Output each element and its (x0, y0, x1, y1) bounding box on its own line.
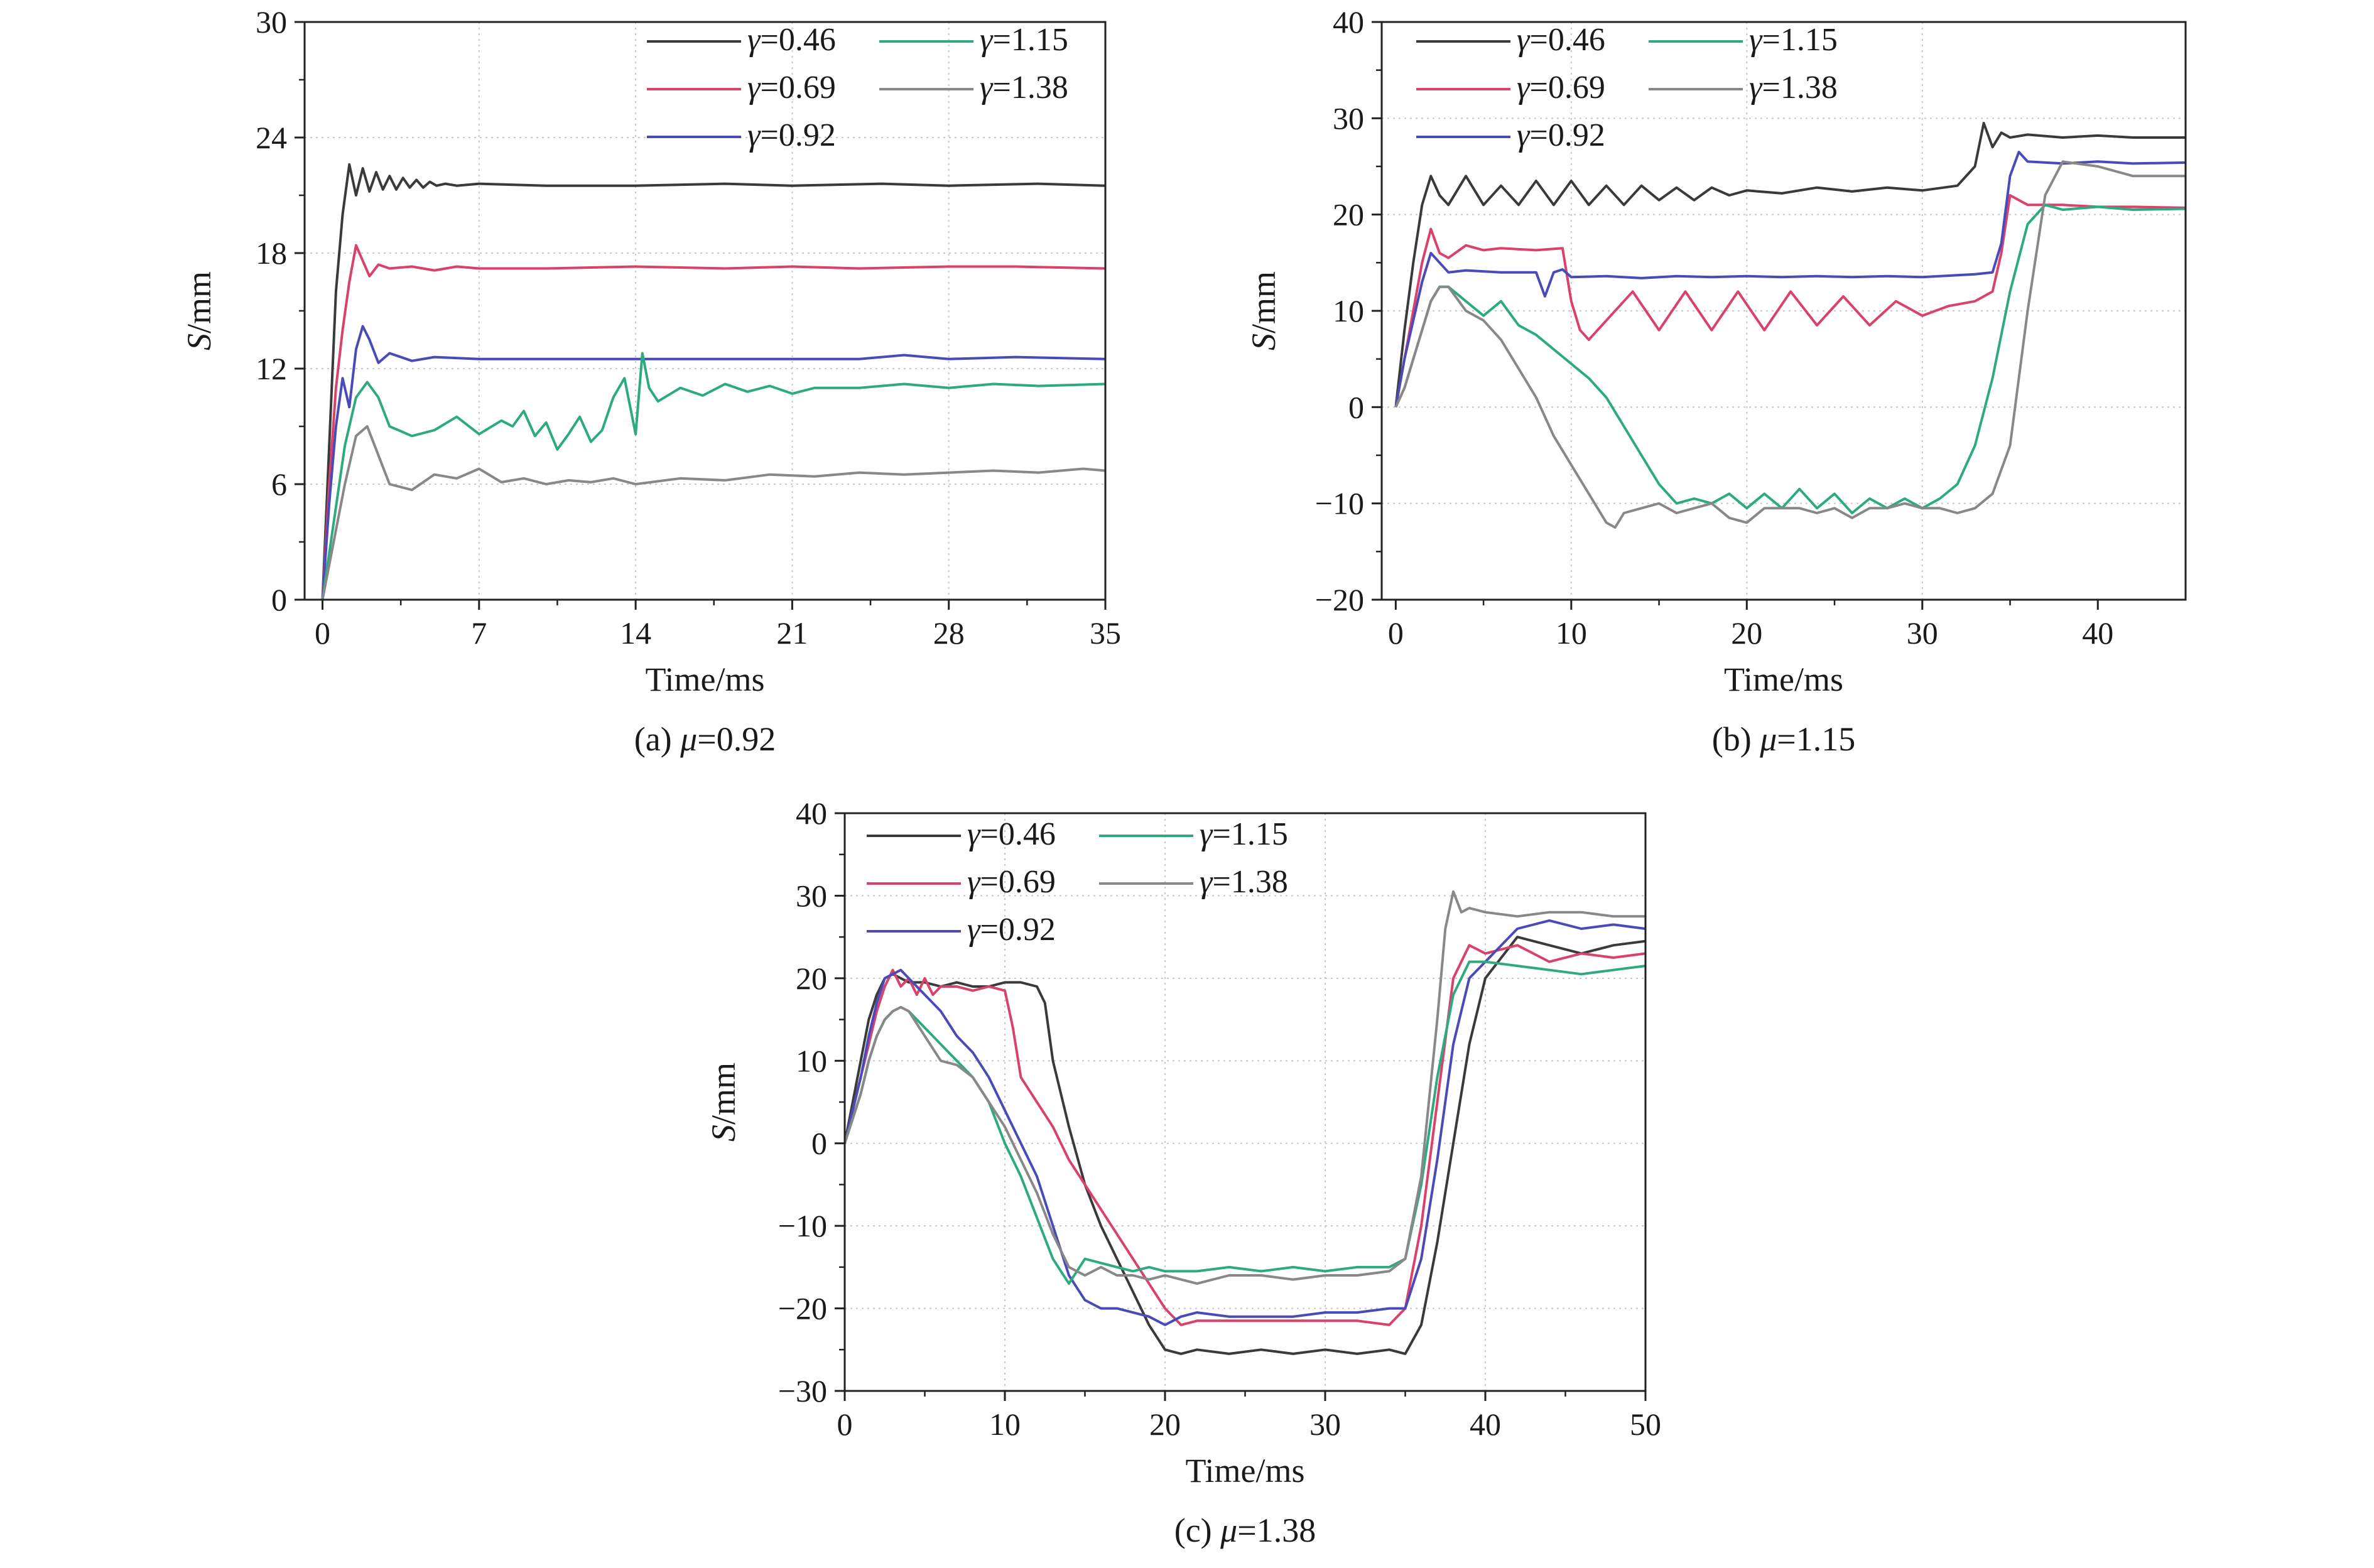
legend-label-1.38: γ=1.38 (1200, 864, 1288, 900)
y-tick-label: −20 (778, 1291, 827, 1326)
x-tick-label: 35 (1090, 615, 1121, 651)
legend-label-1.15: γ=1.15 (980, 22, 1068, 58)
legend-label-0.69: γ=0.69 (747, 70, 836, 105)
legend: γ=0.46 γ=1.15 γ=0.69 γ=1.38 γ=0.92 (1416, 22, 1838, 153)
series-line-0.69 (845, 944, 1645, 1326)
panel-caption: (a) μ=0.92 (634, 720, 776, 758)
y-tick-label: 40 (796, 796, 827, 831)
x-tick-label: 21 (776, 615, 808, 651)
series-line-1.38 (845, 890, 1645, 1285)
x-tick-label: 30 (1309, 1407, 1341, 1442)
plot-frame (843, 812, 1647, 1392)
x-tick-label: 40 (2082, 615, 2113, 651)
y-tick-label: 0 (811, 1126, 827, 1161)
series-line-1.15 (1394, 203, 2186, 514)
y-tick-label: 40 (1333, 4, 1364, 40)
y-tick-label: 18 (256, 235, 287, 271)
legend-label-0.92: γ=0.92 (1517, 117, 1605, 153)
series-group (1394, 122, 2186, 529)
x-tick-label: 50 (1630, 1407, 1661, 1442)
x-tick-label: 28 (933, 615, 965, 651)
x-tick-label: 10 (989, 1407, 1021, 1442)
y-tick-label: 0 (1348, 389, 1364, 424)
legend-label-0.46: γ=0.46 (747, 22, 836, 58)
series-line-0.69 (321, 244, 1105, 600)
x-tick-label: 30 (1907, 615, 1938, 651)
y-tick-label: 24 (256, 120, 287, 155)
series-group (845, 890, 1645, 1355)
legend-label-1.38: γ=1.38 (980, 70, 1068, 105)
y-tick-label: 30 (796, 878, 827, 913)
legend: γ=0.46 γ=1.15 γ=0.69 γ=1.38 γ=0.92 (647, 22, 1068, 153)
x-axis-label: Time/ms (645, 661, 764, 698)
series-line-0.46 (1394, 122, 2186, 408)
x-axis-label: Time/ms (1185, 1452, 1304, 1490)
x-tick-label: 7 (471, 615, 487, 651)
legend-label-0.46: γ=0.46 (1517, 22, 1605, 58)
y-axis-label: S/mm (180, 271, 218, 350)
y-tick-label: −10 (1315, 486, 1364, 521)
legend-label-0.69: γ=0.69 (967, 864, 1056, 900)
legend-label-0.46: γ=0.46 (967, 816, 1056, 852)
y-tick-label: 30 (256, 4, 287, 40)
legend-label-1.15: γ=1.15 (1200, 816, 1288, 852)
plot-frame (303, 21, 1107, 601)
x-tick-label: 10 (1556, 615, 1587, 651)
series-line-0.92 (321, 325, 1105, 600)
legend-label-0.92: γ=0.92 (967, 912, 1056, 948)
y-tick-label: 20 (796, 961, 827, 996)
y-axis-label: S/mm (1245, 271, 1282, 350)
panel-a: 0 7 14 21 28 35 0 6 12 18 24 30 Time/ms S/mm (a) μ=0.9… (180, 4, 1121, 758)
x-tick-label: 20 (1731, 615, 1762, 651)
y-tick-label: 0 (271, 582, 287, 617)
legend: γ=0.46 γ=1.15 γ=0.69 γ=1.38 γ=0.92 (867, 816, 1288, 948)
panel-c: 0 10 20 30 40 50 −30 −20 −10 0 10 20 30 40 Time/ms S/mm… (705, 796, 1661, 1549)
legend-label-0.92: γ=0.92 (747, 117, 836, 153)
y-tick-label: 12 (256, 351, 287, 386)
x-tick-label: 14 (620, 615, 651, 651)
y-tick-label: 20 (1333, 197, 1364, 232)
legend-label-0.69: γ=0.69 (1517, 70, 1605, 105)
y-tick-label: −20 (1315, 582, 1364, 617)
y-tick-label: 10 (1333, 293, 1364, 328)
series-line-0.46 (321, 163, 1105, 600)
legend-label-1.38: γ=1.38 (1749, 70, 1838, 105)
x-axis-label: Time/ms (1724, 661, 1843, 698)
y-tick-label: 10 (796, 1043, 827, 1078)
series-group (321, 163, 1105, 600)
x-tick-label: 20 (1149, 1407, 1181, 1442)
series-line-0.69 (1394, 194, 2186, 408)
x-tick-label: 0 (315, 615, 330, 651)
y-tick-label: −30 (778, 1373, 827, 1408)
series-line-1.15 (321, 352, 1105, 600)
x-tick-label: 0 (837, 1407, 853, 1442)
x-tick-label: 40 (1470, 1407, 1501, 1442)
panel-caption: (c) μ=1.38 (1174, 1511, 1316, 1549)
x-tick-label: 0 (1388, 615, 1404, 651)
legend-label-1.15: γ=1.15 (1749, 22, 1838, 58)
panel-b: 0 10 20 30 40 −20 −10 0 10 20 30 40 Time/ms S/mm (b) μ… (1245, 4, 2187, 758)
y-tick-label: 30 (1333, 100, 1364, 136)
y-tick-label: 6 (271, 467, 287, 502)
panel-caption: (b) μ=1.15 (1712, 720, 1856, 758)
y-tick-label: −10 (778, 1208, 827, 1243)
series-line-1.15 (845, 960, 1645, 1285)
y-axis-label: S/mm (705, 1062, 742, 1142)
series-line-1.38 (321, 425, 1105, 600)
series-line-1.38 (1394, 160, 2186, 529)
series-line-0.92 (845, 919, 1645, 1326)
series-line-0.92 (1394, 151, 2186, 408)
series-line-0.46 (845, 936, 1645, 1355)
